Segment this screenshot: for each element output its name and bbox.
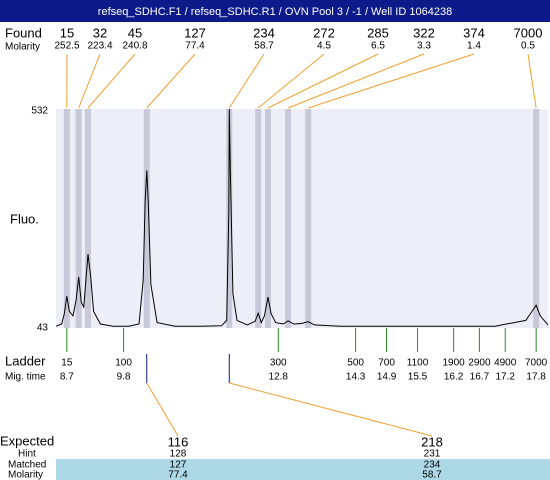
hint-size: 231 — [424, 449, 441, 460]
expected-size: 218 — [421, 434, 443, 449]
peak-band — [226, 109, 233, 328]
found-size: 374 — [463, 25, 485, 40]
found-molarity: 240.8 — [122, 41, 147, 52]
molarity-label: Molarity — [5, 42, 40, 53]
peak-connector — [308, 53, 475, 109]
ladder-time: 9.8 — [117, 372, 131, 383]
peak-connector — [87, 53, 136, 109]
ladder-size: 700 — [378, 358, 395, 369]
peak-band — [84, 109, 91, 328]
matched-band — [56, 459, 550, 480]
found-molarity: 1.4 — [467, 41, 481, 52]
found-molarity: 3.3 — [417, 41, 431, 52]
peak-connector — [146, 53, 196, 109]
peak-band — [75, 109, 82, 328]
peak-band — [255, 109, 262, 328]
ladder-size: 1900 — [442, 358, 465, 369]
peak-band — [305, 109, 312, 328]
ladder-size: 100 — [115, 358, 132, 369]
ladder-time: 15.5 — [408, 372, 428, 383]
ladder-time: 16.7 — [470, 372, 490, 383]
peak-band — [63, 109, 70, 328]
ladder-time: 17.8 — [526, 372, 546, 383]
y-tick-label: 532 — [31, 106, 48, 117]
ladder-size: 7000 — [525, 358, 548, 369]
expected-connector — [229, 382, 433, 437]
ladder-size: 4900 — [494, 358, 517, 369]
found-size: 234 — [253, 25, 275, 40]
found-size: 15 — [60, 25, 74, 40]
molarity-label: Molarity — [8, 470, 43, 480]
mig-time-label: Mig. time — [5, 372, 46, 383]
found-label: Found — [5, 25, 42, 40]
peak-connector — [287, 53, 425, 109]
ladder-size: 15 — [61, 358, 73, 369]
peak-band — [264, 109, 271, 328]
peak-connector — [527, 53, 537, 109]
peak-connector — [257, 53, 325, 109]
found-size: 272 — [313, 25, 335, 40]
found-molarity: 0.5 — [521, 41, 535, 52]
peak-band — [533, 109, 540, 328]
ladder-size: 1100 — [407, 358, 429, 369]
found-size: 7000 — [514, 25, 543, 40]
ladder-time: 14.3 — [346, 372, 366, 383]
expected-connector — [146, 382, 179, 437]
ladder-time: 8.7 — [60, 372, 74, 383]
found-molarity: 4.5 — [317, 41, 331, 52]
ladder-size: 2900 — [468, 358, 491, 369]
hint-size: 128 — [170, 449, 187, 460]
found-molarity: 58.7 — [254, 41, 274, 52]
found-molarity: 223.4 — [87, 41, 112, 52]
peak-connector — [228, 53, 265, 109]
expected-molarity: 77.4 — [168, 470, 188, 480]
found-molarity: 252.5 — [54, 41, 79, 52]
expected-molarity: 58.7 — [422, 470, 442, 480]
trace — [55, 108, 549, 327]
found-size: 45 — [128, 25, 142, 40]
y-tick-label: 43 — [37, 323, 49, 334]
ladder-time: 14.9 — [377, 372, 397, 383]
ladder-label: Ladder — [5, 353, 46, 368]
peak-connector — [78, 53, 101, 109]
matched-label: Matched — [8, 460, 46, 471]
chart-title: refseq_SDHC.F1 / refseq_SDHC.R1 / OVN Po… — [98, 6, 452, 18]
found-molarity: 6.5 — [371, 41, 385, 52]
found-molarity: 77.4 — [185, 41, 205, 52]
found-size: 322 — [413, 25, 435, 40]
peak-connector — [267, 53, 379, 109]
ladder-time: 12.8 — [269, 372, 289, 383]
expected-label: Expected — [0, 433, 54, 448]
peak-band — [285, 109, 292, 328]
ladder-time: 16.2 — [444, 372, 464, 383]
expected-size: 116 — [168, 434, 189, 449]
found-size: 285 — [367, 25, 389, 40]
ladder-size: 300 — [270, 358, 287, 369]
title-bar — [0, 0, 550, 22]
peak-band — [143, 109, 150, 328]
ladder-time: 17.2 — [495, 372, 515, 383]
ladder-size: 500 — [347, 358, 364, 369]
matched-size: 234 — [424, 460, 441, 471]
found-size: 127 — [184, 25, 206, 40]
y-label: Fluo. — [10, 211, 39, 226]
plot-area — [56, 109, 548, 328]
found-size: 32 — [93, 25, 107, 40]
matched-size: 127 — [170, 460, 187, 471]
hint-label: Hint — [18, 449, 36, 460]
